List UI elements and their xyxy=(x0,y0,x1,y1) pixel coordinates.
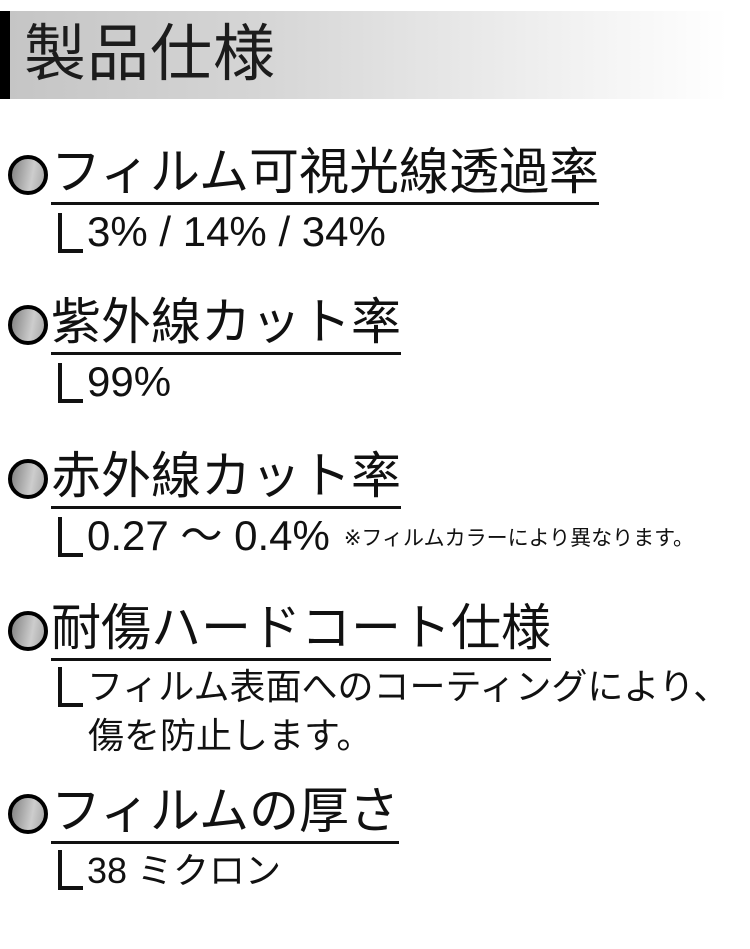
section-value-row: 0.27 〜 0.4% ※フィルムカラーにより異なります。 xyxy=(58,515,750,557)
section-title: フィルム可視光線透過率 xyxy=(51,145,599,205)
sphere-bullet-icon xyxy=(8,305,48,345)
section-hard-coat: 耐傷ハードコート仕様 フィルム表面へのコーティングにより、 傷を防止します。 xyxy=(0,601,750,756)
section-value: 3% / 14% / 34% xyxy=(87,208,386,255)
section-note: ※フィルムカラーにより異なります。 xyxy=(343,527,695,550)
section-title: 赤外線カット率 xyxy=(51,449,401,509)
sphere-bullet-icon xyxy=(8,611,48,651)
section-value-row: フィルム表面へのコーティングにより、 xyxy=(58,667,750,707)
section-visible-light-transmittance: フィルム可視光線透過率 3% / 14% / 34% xyxy=(0,145,750,253)
section-title: 耐傷ハードコート仕様 xyxy=(51,601,551,661)
section-value-row: 99% xyxy=(58,361,750,403)
section-value: 38 ミクロン xyxy=(87,849,282,891)
section-value-row: 3% / 14% / 34% xyxy=(58,211,750,253)
elbow-connector-icon xyxy=(58,667,83,707)
section-title-row: 赤外線カット率 xyxy=(8,449,750,509)
section-value: 99% xyxy=(87,358,172,405)
elbow-connector-icon xyxy=(58,517,83,557)
section-title: フィルムの厚さ xyxy=(51,784,399,845)
section-title: 紫外線カット率 xyxy=(51,295,401,355)
sphere-bullet-icon xyxy=(8,794,48,835)
section-film-thickness: フィルムの厚さ 38 ミクロン xyxy=(0,784,750,891)
sphere-bullet-icon xyxy=(8,459,48,499)
section-title-row: 紫外線カット率 xyxy=(8,295,750,355)
section-value: 0.27 〜 0.4% xyxy=(87,512,330,559)
section-ir-cut-rate: 赤外線カット率 0.27 〜 0.4% ※フィルムカラーにより異なります。 xyxy=(0,449,750,557)
section-value-row: 38 ミクロン xyxy=(58,849,750,891)
page-title: 製品仕様 xyxy=(24,20,277,89)
sphere-bullet-icon xyxy=(8,155,48,195)
section-title-row: フィルムの厚さ xyxy=(8,784,750,845)
section-value: フィルム表面へのコーティングにより、 xyxy=(87,666,730,708)
section-uv-cut-rate: 紫外線カット率 99% xyxy=(0,295,750,403)
elbow-connector-icon xyxy=(58,213,83,253)
section-title-row: フィルム可視光線透過率 xyxy=(8,145,750,205)
elbow-connector-icon xyxy=(58,850,83,891)
elbow-connector-icon xyxy=(58,363,83,403)
header-band: 製品仕様 xyxy=(0,11,750,99)
product-spec-sheet: 製品仕様 フィルム可視光線透過率 3% / 14% / 34% 紫外線カット率 … xyxy=(0,11,750,949)
section-title-row: 耐傷ハードコート仕様 xyxy=(8,601,750,661)
section-value-line2: 傷を防止します。 xyxy=(88,715,373,756)
